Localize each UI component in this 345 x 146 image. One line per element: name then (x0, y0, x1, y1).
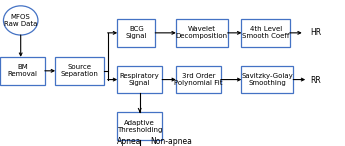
Text: 3rd Order
Polynomial Fit: 3rd Order Polynomial Fit (174, 73, 223, 86)
FancyBboxPatch shape (176, 66, 221, 93)
Text: Non-apnea: Non-apnea (150, 137, 192, 146)
FancyBboxPatch shape (117, 112, 162, 140)
Text: Respiratory
Signal: Respiratory Signal (120, 73, 160, 86)
Text: BM
Removal: BM Removal (8, 64, 37, 77)
FancyBboxPatch shape (241, 66, 293, 93)
FancyBboxPatch shape (117, 19, 155, 47)
FancyBboxPatch shape (176, 19, 228, 47)
Text: Source
Separation: Source Separation (60, 64, 98, 77)
Text: Savitzky-Golay
Smoothing: Savitzky-Golay Smoothing (241, 73, 293, 86)
Text: Wavelet
Decomposition: Wavelet Decomposition (176, 26, 228, 39)
Text: Adaptive
Thresholding: Adaptive Thresholding (117, 120, 162, 133)
Text: MFOS
Raw Data: MFOS Raw Data (4, 14, 37, 27)
FancyBboxPatch shape (117, 66, 162, 93)
Text: RR: RR (310, 76, 321, 85)
FancyBboxPatch shape (55, 57, 104, 85)
FancyBboxPatch shape (241, 19, 290, 47)
Text: 4th Level
Smooth Coeff: 4th Level Smooth Coeff (242, 26, 289, 39)
FancyBboxPatch shape (0, 57, 45, 85)
Text: HR: HR (310, 28, 321, 37)
Text: Apnea: Apnea (117, 137, 141, 146)
Text: BCG
Signal: BCG Signal (126, 26, 147, 39)
Ellipse shape (3, 6, 38, 35)
